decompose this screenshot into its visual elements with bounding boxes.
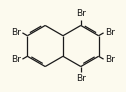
Text: Br: Br xyxy=(76,9,86,18)
Text: Br: Br xyxy=(105,55,115,64)
Text: Br: Br xyxy=(11,55,21,64)
Text: Br: Br xyxy=(105,28,115,37)
Text: Br: Br xyxy=(76,74,86,83)
Text: Br: Br xyxy=(11,28,21,37)
